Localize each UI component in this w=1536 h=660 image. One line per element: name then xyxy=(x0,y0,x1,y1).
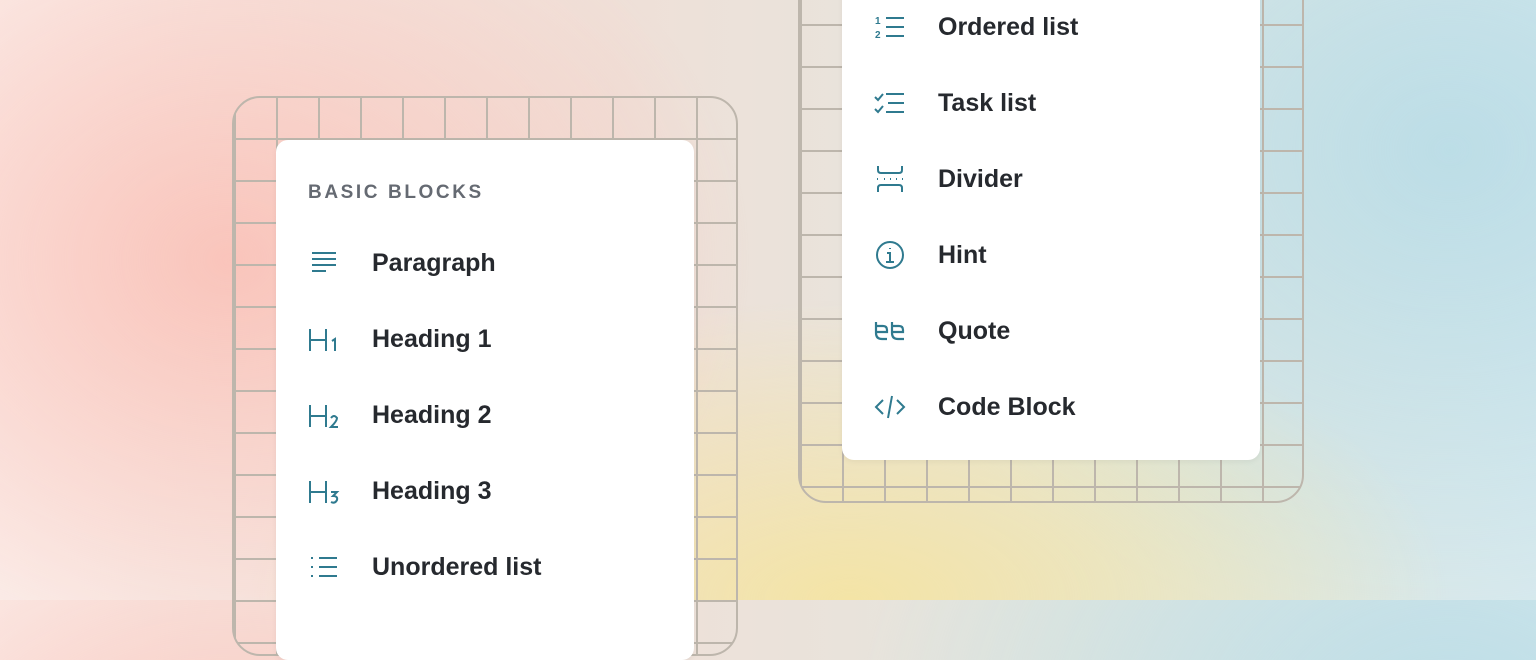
menu-item-label: Quote xyxy=(938,316,1011,345)
menu-item-heading-3[interactable]: Heading 3 xyxy=(306,471,491,511)
unordered-list-icon xyxy=(306,551,342,583)
menu-item-label: Paragraph xyxy=(372,248,496,277)
divider-icon xyxy=(872,163,908,195)
section-title: BASIC BLOCKS xyxy=(308,182,484,203)
menu-item-heading-1[interactable]: Heading 1 xyxy=(306,319,491,359)
menu-item-code-block[interactable]: Code Block xyxy=(872,387,1076,427)
menu-item-label: Unordered list xyxy=(372,552,542,581)
menu-item-label: Task list xyxy=(938,88,1037,117)
menu-item-unordered-list[interactable]: Unordered list xyxy=(306,547,541,587)
menu-item-label: Heading 1 xyxy=(372,324,492,353)
menu-item-heading-2[interactable]: Heading 2 xyxy=(306,395,491,435)
svg-text:1: 1 xyxy=(875,16,881,27)
code-icon xyxy=(872,391,908,423)
task-list-icon xyxy=(872,87,908,119)
menu-item-divider[interactable]: Divider xyxy=(872,159,1023,199)
menu-item-label: Heading 3 xyxy=(372,476,492,505)
paragraph-icon xyxy=(306,247,342,279)
menu-item-task-list[interactable]: Task list xyxy=(872,83,1036,123)
menu-item-quote[interactable]: Quote xyxy=(872,311,1010,351)
menu-item-label: Hint xyxy=(938,240,987,269)
heading-2-icon xyxy=(306,399,342,431)
svg-text:2: 2 xyxy=(875,30,881,41)
menu-item-label: Divider xyxy=(938,164,1023,193)
menu-item-paragraph[interactable]: Paragraph xyxy=(306,243,496,283)
heading-1-icon xyxy=(306,323,342,355)
menu-item-label: Ordered list xyxy=(938,12,1079,41)
menu-item-label: Heading 2 xyxy=(372,400,492,429)
menu-item-label: Code Block xyxy=(938,392,1076,421)
block-menu-basic: BASIC BLOCKS Paragraph Heading 1 Heading… xyxy=(276,140,694,660)
quote-icon xyxy=(872,315,908,347)
info-icon xyxy=(872,239,908,271)
heading-3-icon xyxy=(306,475,342,507)
menu-item-hint[interactable]: Hint xyxy=(872,235,987,275)
